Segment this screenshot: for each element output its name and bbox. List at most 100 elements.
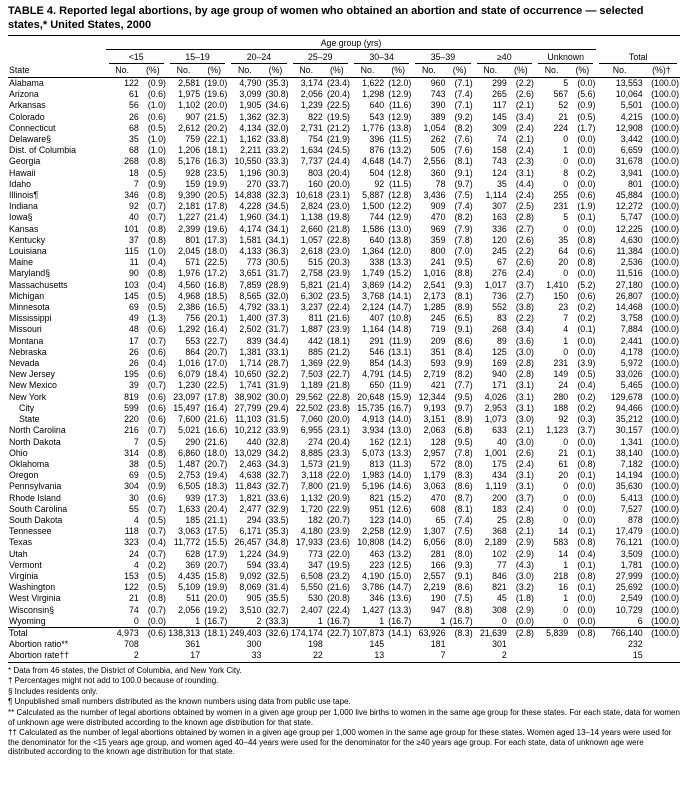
sub-header-row: State No. (%) No. (%) No. (%) No. (%) No. (%) No. (%… xyxy=(8,64,680,78)
state-column-header: State xyxy=(8,64,106,78)
count-cell: 608 xyxy=(430,503,446,514)
percent-cell: (0.0) xyxy=(577,134,596,145)
count-cell: 38 xyxy=(128,458,139,469)
percent-cell: (22.5) xyxy=(204,380,228,391)
percent-cell: (16.7) xyxy=(326,615,350,626)
percent-cell: (0.7) xyxy=(147,201,166,212)
percent-cell: (3.1) xyxy=(515,402,534,413)
percent-cell xyxy=(445,639,473,650)
count-cell: 1,720 xyxy=(300,503,323,514)
percent-cell: (7.8) xyxy=(454,234,473,245)
percent-cell: (12.8) xyxy=(388,190,412,201)
percent-cell: (12.6) xyxy=(388,503,412,514)
count-cell: 163 xyxy=(492,212,507,223)
percent-cell: (0.2) xyxy=(577,302,596,313)
footnote-rounding: † Percentages might not add to 100.0 bec… xyxy=(8,676,219,686)
count-cell: 30 xyxy=(128,492,139,503)
row-label: Louisiana xyxy=(9,246,47,257)
percent-cell: (12.9) xyxy=(388,526,412,537)
count-cell: 0 xyxy=(563,615,569,626)
count-cell: 3,869 xyxy=(362,279,385,290)
count-cell: 947 xyxy=(430,604,446,615)
count-cell: 4,648 xyxy=(362,156,385,167)
row-label: Washington xyxy=(9,582,56,593)
count-cell: 5 xyxy=(563,78,569,88)
count-cell: 26 xyxy=(128,346,139,357)
count-cell: 6,505 xyxy=(178,481,201,492)
count-cell: 11,103 xyxy=(235,414,262,425)
count-cell: 35,630 xyxy=(615,481,643,492)
row-label: Montana xyxy=(9,335,44,346)
count-cell: 13,553 xyxy=(615,78,643,88)
percent-cell: (17.3) xyxy=(204,492,228,503)
percent-cell: (0.5) xyxy=(147,458,166,469)
percent-cell: (100.0) xyxy=(642,626,680,640)
percent-cell: (13.2) xyxy=(388,145,412,156)
percent-cell: (7.1) xyxy=(454,100,473,111)
pct-column-header: (%)† xyxy=(642,64,680,78)
percent-cell: (13.8) xyxy=(388,122,412,133)
count-cell: 22,502 xyxy=(295,402,323,413)
count-cell: 22 xyxy=(312,650,323,661)
percent-cell xyxy=(507,650,535,662)
count-cell: 182 xyxy=(308,514,323,525)
count-cell: 12,908 xyxy=(615,122,643,133)
percent-cell: (17.3) xyxy=(204,234,228,245)
percent-cell: (2.8) xyxy=(515,358,534,369)
percent-cell: (0.4) xyxy=(577,380,596,391)
count-cell: 7,859 xyxy=(239,279,262,290)
footnote-rate: †† Calculated as the number of legal abo… xyxy=(8,728,672,757)
percent-cell: (12.9) xyxy=(388,111,412,122)
count-cell: 2,660 xyxy=(300,223,323,234)
percent-cell: (2.4) xyxy=(515,190,534,201)
no-column-header: No. xyxy=(350,64,385,78)
percent-cell: (33.8) xyxy=(265,134,289,145)
percent-cell: (22.1) xyxy=(204,134,228,145)
count-cell: 190 xyxy=(430,593,446,604)
percent-cell: (0.8) xyxy=(147,234,166,245)
percent-cell: (2.1) xyxy=(515,100,534,111)
count-cell xyxy=(535,639,568,650)
percent-cell: (22.8) xyxy=(326,391,350,402)
count-cell: 878 xyxy=(628,514,643,525)
percent-cell: (0.7) xyxy=(147,425,166,436)
percent-cell: (23.5) xyxy=(204,167,228,178)
percent-cell: (0.8) xyxy=(147,268,166,279)
count-cell: 1,776 xyxy=(362,122,385,133)
percent-cell: (100.0) xyxy=(651,615,679,626)
count-cell: 0 xyxy=(563,268,569,279)
count-cell: 567 xyxy=(553,89,569,100)
count-cell: 4,973 xyxy=(105,626,139,640)
count-cell: 8,565 xyxy=(239,290,262,301)
count-cell: 120 xyxy=(492,234,507,245)
percent-cell: (100.0) xyxy=(651,402,679,413)
count-cell: 12,272 xyxy=(615,201,643,212)
percent-cell: (21.9) xyxy=(326,481,350,492)
table-row: Vermont 4 (0.2) 369 (20.7) 594 (33.4) 347 (19.5)… xyxy=(8,560,680,571)
percent-cell: (0.0) xyxy=(577,436,596,447)
percent-cell: (2.6) xyxy=(515,447,534,458)
count-cell: 2,953 xyxy=(484,402,507,413)
count-cell: 1,487 xyxy=(178,458,201,469)
count-cell: 1,622 xyxy=(362,78,385,88)
col-group-label: 20–24 xyxy=(231,52,287,64)
count-cell: 2,731 xyxy=(300,122,323,133)
count-cell: 0 xyxy=(563,514,569,525)
row-label: City xyxy=(19,402,35,413)
percent-cell: (16.7) xyxy=(388,615,412,626)
count-cell: 38,902 xyxy=(234,391,262,402)
count-cell: 1,119 xyxy=(485,481,507,492)
count-cell: 5,887 xyxy=(362,190,385,201)
count-cell: 38,140 xyxy=(615,447,643,458)
count-cell: 185 xyxy=(185,514,201,525)
percent-cell: (16.4) xyxy=(204,402,228,413)
count-cell: 64 xyxy=(558,246,569,257)
percent-cell xyxy=(261,639,289,650)
col-group-15-19: 15–19 xyxy=(167,50,228,64)
count-cell: 708 xyxy=(124,639,139,650)
count-cell: 1,362 xyxy=(239,111,262,122)
count-cell: 346 xyxy=(124,190,139,201)
percent-cell: (2.2) xyxy=(515,313,534,324)
col-group-label: Unknown xyxy=(537,52,594,64)
count-cell: 1,976 xyxy=(178,268,201,279)
